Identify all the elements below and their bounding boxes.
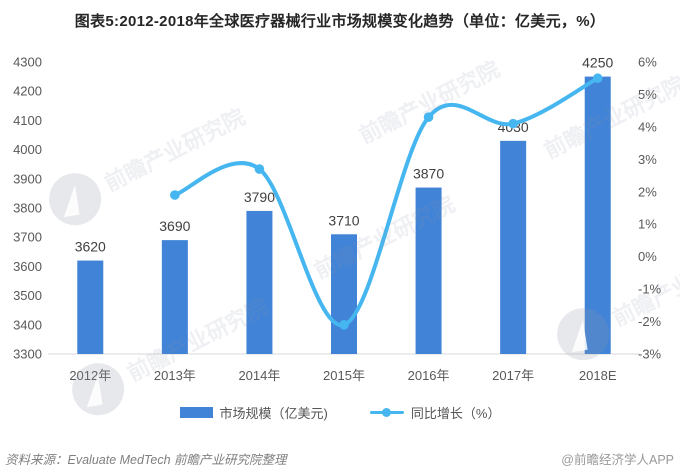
left-axis-tick: 3900 (13, 171, 42, 186)
left-axis-tick: 3600 (13, 259, 42, 274)
chart-title: 图表5:2012-2018年全球医疗器械行业市场规模变化趋势（单位：亿美元，%） (74, 13, 606, 30)
right-axis-tick: -2% (638, 314, 662, 329)
right-axis-tick: 3% (638, 152, 657, 167)
x-axis-label: 2014年 (238, 368, 280, 383)
bar-2012年 (77, 260, 104, 354)
bar-value-label: 3710 (328, 212, 359, 228)
x-axis-label: 2016年 (408, 368, 450, 383)
x-axis-label: 2013年 (154, 368, 196, 383)
legend-label: 市场规模（亿美元) (219, 405, 328, 421)
growth-line (172, 76, 600, 327)
bar-2015年 (331, 234, 357, 354)
bar-2016年 (415, 187, 442, 354)
left-axis-tick: 4300 (13, 55, 42, 70)
left-axis-tick: 4200 (13, 84, 42, 99)
x-axis-label: 2015年 (323, 368, 365, 383)
growth-line-marker (254, 164, 265, 174)
left-axis-tick: 3400 (13, 317, 42, 332)
bar-value-label: 3690 (159, 218, 190, 234)
bar-2013年 (161, 240, 188, 354)
bar-value-label: 3790 (244, 189, 275, 205)
growth-line-marker (508, 118, 518, 129)
line-series-swatch-icon (369, 407, 404, 417)
bar-value-label: 3620 (75, 239, 106, 255)
left-axis-tick: 3300 (13, 347, 42, 362)
bar-2018E (584, 76, 611, 354)
right-axis-tick: 6% (638, 55, 657, 70)
data-source-text: 资料来源：Evaluate MedTech 前瞻产业研究院整理 (5, 453, 287, 467)
left-axis-tick: 3700 (13, 230, 42, 245)
left-axis-tick: 4100 (13, 113, 42, 128)
right-axis-tick: 1% (638, 217, 657, 232)
left-axis-tick: 4000 (13, 142, 42, 157)
bar-value-label: 3870 (413, 166, 444, 182)
chart-canvas: 4300 4200 4100 4000 3900 3800 3700 3600 3500 3400… (13, 55, 662, 384)
legend-item-market-size: 市场规模（亿美元) (179, 403, 328, 422)
right-axis-tick: 5% (638, 87, 657, 102)
growth-line-marker (592, 73, 603, 84)
bar-2014年 (246, 210, 273, 354)
right-axis-tick: -3% (638, 347, 662, 362)
chart-footer: 资料来源：Evaluate MedTech 前瞻产业研究院整理 @前瞻经济学人A… (0, 447, 680, 467)
chart-legend: 市场规模（亿美元) 同比增长（%） (0, 399, 680, 425)
right-axis-tick: 4% (638, 119, 657, 134)
bar-value-label: 4250 (582, 55, 613, 71)
right-axis-tick: 2% (638, 184, 657, 199)
right-axis-tick: -1% (638, 282, 662, 297)
x-axis-label: 2012年 (69, 368, 111, 383)
growth-line-marker (339, 320, 349, 330)
growth-line-marker (423, 112, 434, 122)
right-axis-tick: 0% (638, 249, 657, 264)
left-axis-tick: 3800 (13, 201, 42, 216)
bar-2017年 (500, 140, 527, 354)
x-axis-label: 2018E (579, 368, 617, 383)
credit-text: @前瞻经济学人APP (561, 453, 674, 467)
x-axis-label: 2017年 (492, 368, 534, 383)
legend-item-yoy-growth: 同比增长（%） (369, 403, 501, 422)
left-axis-tick: 3500 (13, 288, 42, 303)
bar-series-swatch-icon (179, 406, 213, 418)
growth-line-marker (170, 190, 180, 200)
legend-label: 同比增长（%） (410, 405, 501, 421)
